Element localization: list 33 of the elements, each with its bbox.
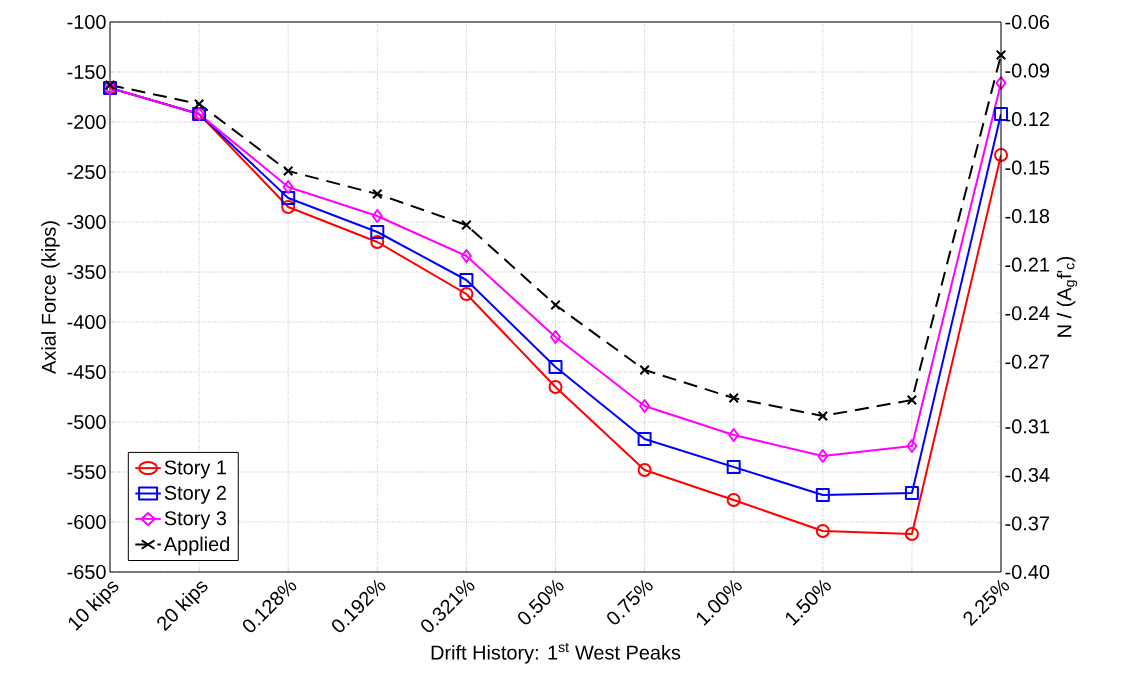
y2-tick-label: -0.12: [1005, 112, 1049, 127]
y2-tick-label: -0.18: [1005, 209, 1050, 224]
y-tick-label: -500: [67, 414, 106, 430]
x-tick-label: 20 kips: [157, 581, 208, 632]
legend-label: Applied: [163, 536, 229, 556]
x-tick-label: 10 kips: [68, 581, 119, 631]
y-tick-label: -100: [67, 14, 106, 30]
y2-axis-title: N / (A$_{g}$f'$_{c}$): [1056, 256, 1078, 337]
y-tick-label: -350: [67, 264, 106, 280]
y2-tick-label: -0.31: [1005, 419, 1049, 434]
y-tick-label: -450: [67, 364, 106, 380]
y2-tick-label: -0.27: [1005, 354, 1049, 369]
y2-tick-label: -0.09: [1005, 63, 1050, 78]
y-tick-label: -250: [67, 164, 106, 180]
legend-label: Story 1: [164, 460, 226, 479]
y2-tick-label: -0.24: [1005, 306, 1050, 321]
x-axis-title: Drift History: 1$^{st}$ West Peaks: [431, 642, 681, 664]
y2-tick-label: -0.40: [1005, 564, 1050, 580]
y-axis-title: Axial Force (kips): [41, 221, 60, 374]
y2-tick-label: -0.21: [1005, 257, 1049, 272]
legend-label: Story 2: [164, 485, 226, 504]
y2-tick-label: -0.37: [1005, 516, 1049, 531]
y2-tick-label: -0.15: [1005, 160, 1050, 175]
y-tick-label: -650: [67, 564, 106, 580]
legend-label: Story 3: [164, 511, 227, 530]
y-tick-label: -600: [67, 514, 106, 530]
y-tick-label: -400: [67, 314, 106, 330]
y-tick-label: -300: [67, 214, 106, 230]
y-tick-label: -550: [67, 464, 106, 480]
y2-tick-label: -0.34: [1005, 467, 1050, 482]
y2-tick-label: -0.06: [1005, 14, 1050, 30]
y-tick-label: -200: [67, 114, 106, 130]
y-tick-label: -150: [67, 64, 106, 80]
